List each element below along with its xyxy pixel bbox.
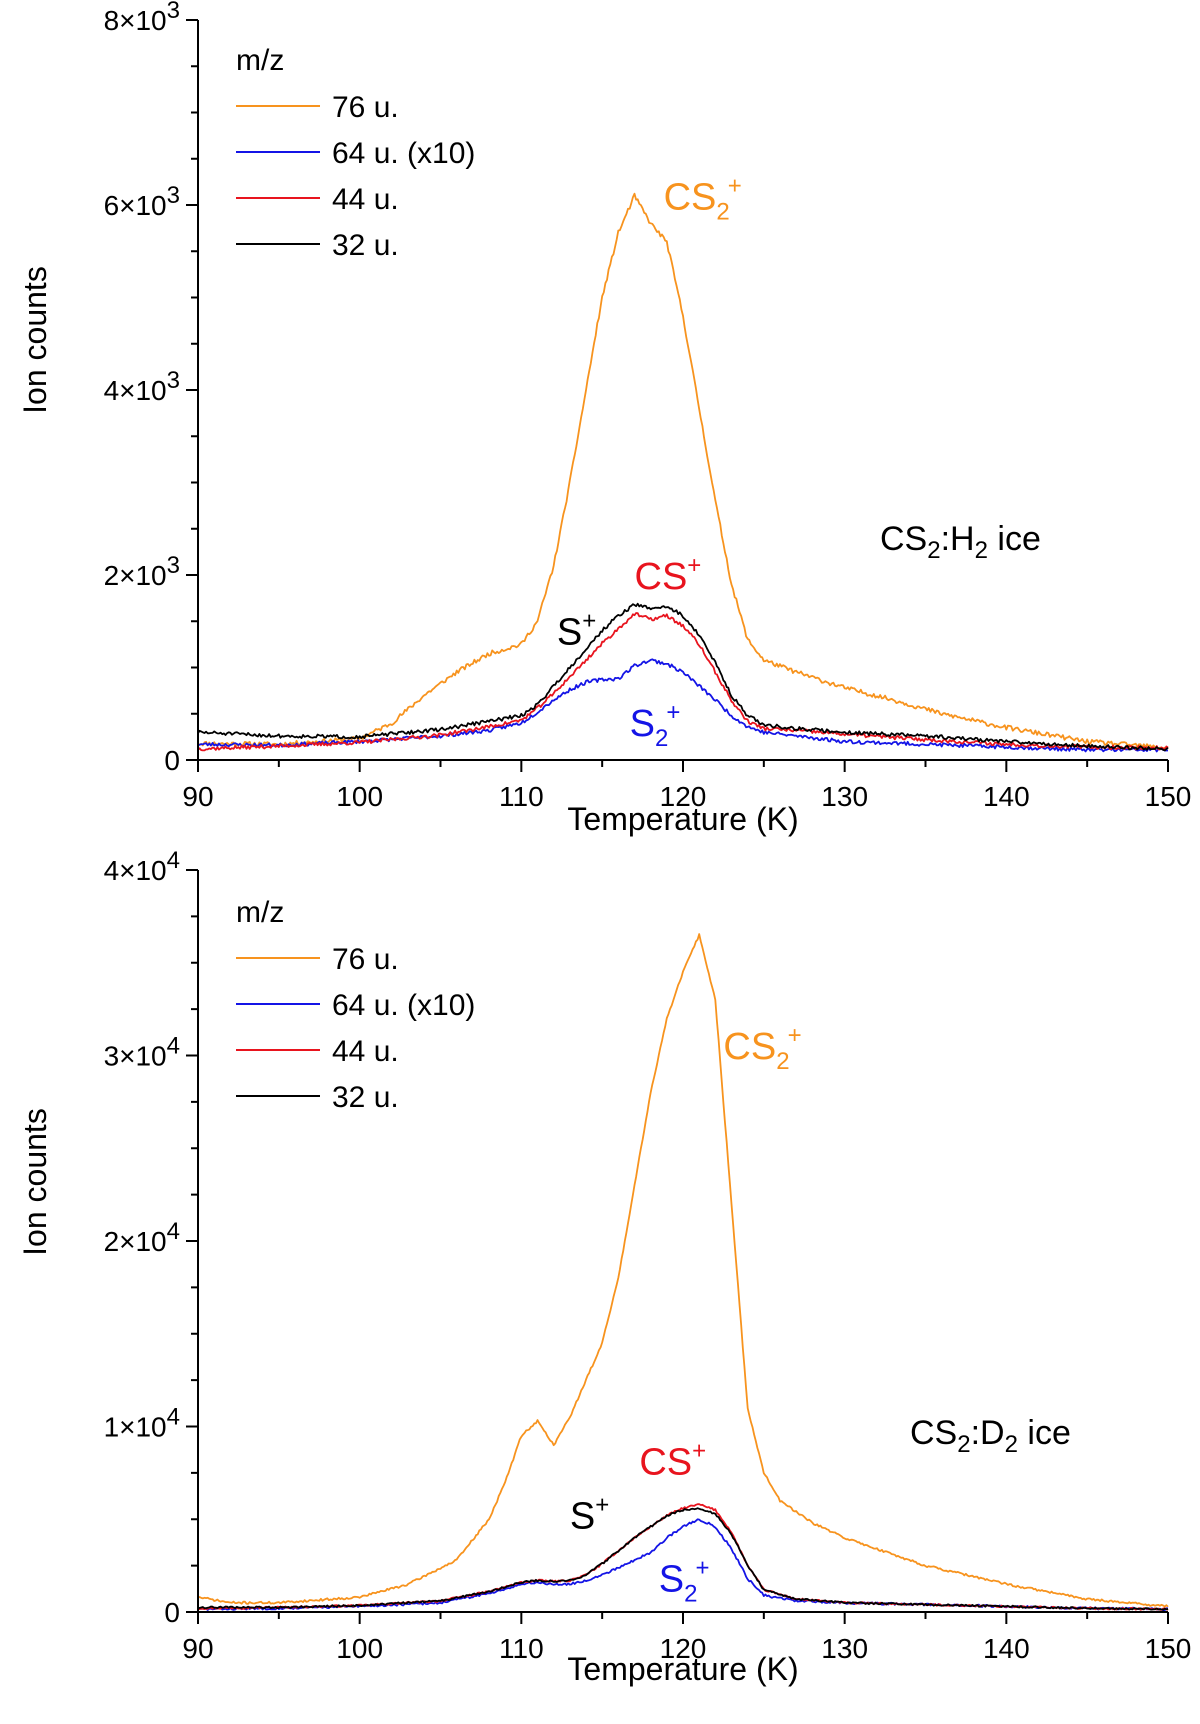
species-annotation: S2+ <box>630 699 681 752</box>
legend-title: m/z <box>236 44 284 77</box>
x-tick-label: 140 <box>983 781 1030 812</box>
y-tick-label: 0 <box>164 1597 180 1628</box>
species-annotation: CS+ <box>639 1438 706 1484</box>
species-annotation: CS2+ <box>723 1022 801 1075</box>
panel-2: 90 100 110 120 130 140 150 0 1×104 2×104 3×104 4×10… <box>17 847 1191 1687</box>
y-tick-label: 0 <box>164 745 180 776</box>
system-label: CS2:D2 ice <box>910 1414 1071 1458</box>
legend-label: 76 u. <box>332 91 399 124</box>
y-tick-label: 1×104 <box>104 1404 180 1443</box>
x-tick-label: 120 <box>660 1633 707 1664</box>
species-annotation: S+ <box>570 1492 609 1538</box>
legend: m/z 76 u. 64 u. (x10) 44 u. 32 u. <box>236 44 475 262</box>
x-tick-label: 90 <box>182 1633 213 1664</box>
series-line-76-u <box>197 192 1169 750</box>
series-line-32-u <box>197 602 1169 752</box>
legend: m/z 76 u. 64 u. (x10) 44 u. 32 u. <box>236 896 475 1114</box>
x-tick-label: 130 <box>821 1633 868 1664</box>
y-tick-label: 4×103 <box>104 367 180 406</box>
y-tick-label: 2×103 <box>104 552 180 591</box>
x-axis-title: Temperature (K) <box>567 801 798 837</box>
species-annotation: CS+ <box>635 552 702 598</box>
x-tick-label: 150 <box>1145 781 1192 812</box>
legend-label: 64 u. (x10) <box>332 989 475 1022</box>
legend-label: 44 u. <box>332 183 399 216</box>
y-tick-label: 3×104 <box>104 1033 180 1072</box>
y-axis-title: Ion counts <box>17 1108 53 1256</box>
species-annotation: S+ <box>557 607 596 653</box>
x-tick-label: 110 <box>499 781 544 812</box>
x-tick-label: 90 <box>182 781 213 812</box>
y-tick-label: 8×103 <box>104 0 180 36</box>
panel-1: 90 100 110 120 130 140 150 0 2×103 4×103 6×103 8×10… <box>17 0 1191 837</box>
y-tick-label: 6×103 <box>104 182 180 221</box>
series-line-32-u <box>197 1507 1169 1611</box>
y-axis-title: Ion counts <box>17 266 53 414</box>
legend-title: m/z <box>236 896 284 929</box>
y-tick-label: 2×104 <box>104 1218 180 1257</box>
series-line-76-u <box>197 933 1169 1608</box>
legend-label: 76 u. <box>332 943 399 976</box>
legend-label: 32 u. <box>332 1081 399 1114</box>
x-axis-title: Temperature (K) <box>567 1651 798 1687</box>
x-tick-label: 140 <box>983 1633 1030 1664</box>
legend-label: 32 u. <box>332 229 399 262</box>
species-annotation: S2+ <box>659 1555 710 1608</box>
x-tick-label: 100 <box>336 1633 383 1664</box>
series-line-44-u <box>197 612 1169 752</box>
x-tick-label: 130 <box>821 781 868 812</box>
legend-label: 44 u. <box>332 1035 399 1068</box>
system-label: CS2:H2 ice <box>880 520 1041 564</box>
species-annotation: CS2+ <box>664 173 742 226</box>
x-tick-label: 100 <box>336 781 383 812</box>
y-tick-label: 4×104 <box>104 847 180 886</box>
x-tick-label: 110 <box>499 1633 544 1664</box>
x-tick-label: 150 <box>1145 1633 1192 1664</box>
legend-label: 64 u. (x10) <box>332 137 475 170</box>
x-tick-label: 120 <box>660 781 707 812</box>
